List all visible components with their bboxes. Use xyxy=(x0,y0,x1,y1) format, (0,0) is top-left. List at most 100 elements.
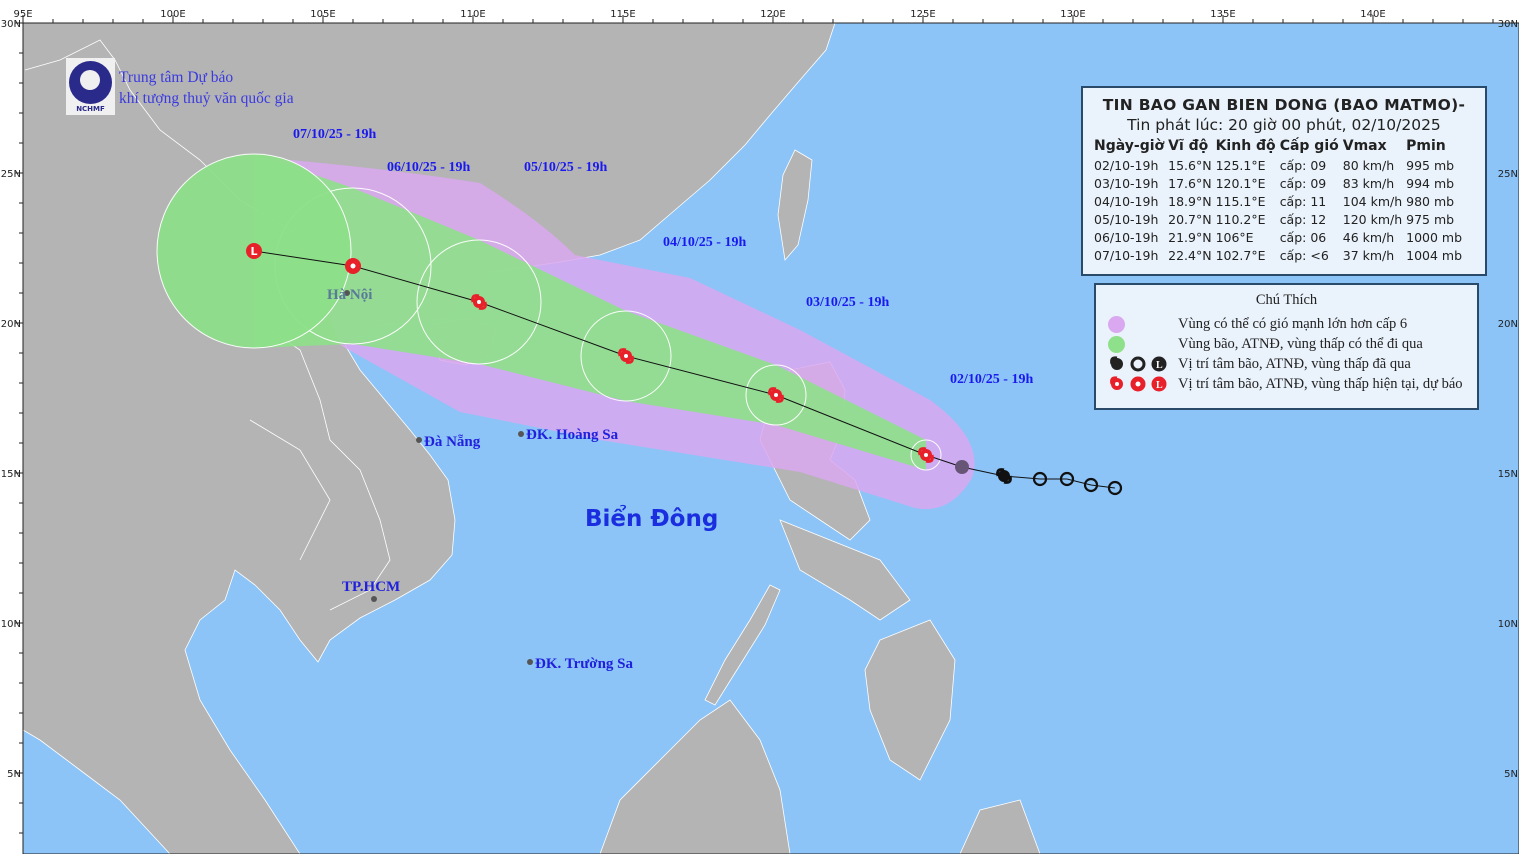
table-cell: 22.4°N xyxy=(1168,247,1212,263)
org-line-1: Trung tâm Dự báo xyxy=(119,69,234,86)
lat-tick-label-right: 25N xyxy=(1498,169,1518,180)
lon-tick-label: 135E xyxy=(1210,9,1235,20)
lat-tick-label-left: 20N xyxy=(1,319,21,330)
forecast-radius-circle xyxy=(910,439,942,471)
lat-tick-label-left: 10N xyxy=(1,619,21,630)
lon-tick-label: 120E xyxy=(760,9,785,20)
column-header: Pmin xyxy=(1406,138,1446,154)
taiwan-island xyxy=(777,149,813,261)
table-cell: 15.6°N xyxy=(1168,157,1212,173)
current-symbols-icon: L xyxy=(1110,376,1167,392)
table-row: 02/10-19h 15.6°N 125.1°E cấp: 09 80 km/h 995 … xyxy=(1092,156,1464,174)
past-position-icon xyxy=(1083,477,1099,493)
forecast-time-label: 06/10/25 - 19h xyxy=(387,160,470,175)
table-cell: 980 mb xyxy=(1406,193,1455,209)
table-cell: 46 km/h xyxy=(1342,229,1395,245)
table-cell: 03/10-19h xyxy=(1094,175,1159,191)
org-name: Trung tâm Dự báo khí tượng thuỷ văn quốc… xyxy=(119,67,294,109)
table-cell: 994 mb xyxy=(1406,175,1455,191)
table-row: 07/10-19h 22.4°N 102.7°E cấp: <6 37 km/h 1004… xyxy=(1092,246,1464,264)
table-cell: cấp: <6 xyxy=(1279,247,1329,263)
visayas-islands xyxy=(779,519,911,621)
lon-tick-label: 115E xyxy=(610,9,635,20)
table-cell: cấp: 12 xyxy=(1279,211,1327,227)
lon-tick-label: 95E xyxy=(13,9,32,20)
past-position-icon xyxy=(1107,480,1123,496)
lon-tick-label: 105E xyxy=(310,9,335,20)
forecast-table: Ngày-giờ Vĩ độ Kinh độ Cấp gió Vmax Pmin 02/1… xyxy=(1092,138,1464,264)
svg-text:L: L xyxy=(251,245,258,258)
past-position-icon xyxy=(955,460,969,474)
table-cell: cấp: 09 xyxy=(1279,157,1327,173)
lon-tick-label: 125E xyxy=(910,9,935,20)
table-cell: 975 mb xyxy=(1406,211,1455,227)
forecast-time-label: 03/10/25 - 19h xyxy=(806,295,889,310)
place-label: Hà Nội xyxy=(327,287,372,303)
table-cell: cấp: 09 xyxy=(1279,175,1327,191)
table-cell: 120.1°E xyxy=(1215,175,1266,191)
table-cell: cấp: 06 xyxy=(1279,229,1327,245)
table-cell: 21.9°N xyxy=(1168,229,1212,245)
place-label: ĐK. Trường Sa xyxy=(535,656,634,672)
forecast-position-icon xyxy=(918,447,934,463)
table-cell: 17.6°N xyxy=(1168,175,1212,191)
table-cell: 110.2°E xyxy=(1215,211,1266,227)
borneo-island xyxy=(599,699,791,854)
track-line xyxy=(253,250,1116,489)
place-marker xyxy=(344,290,350,296)
column-header: Cấp gió xyxy=(1279,138,1339,154)
place-marker xyxy=(518,431,524,437)
nchmf-logo: NCHMF xyxy=(66,58,115,115)
past-position-icon xyxy=(996,468,1012,484)
past-symbols-icon: L xyxy=(1110,356,1167,372)
table-cell: 1004 mb xyxy=(1406,247,1463,263)
table-row: 04/10-19h 18.9°N 115.1°E cấp: 11 104 km/h 980… xyxy=(1092,192,1464,210)
lat-tick-label-right: 30N xyxy=(1498,19,1518,30)
forecast-radius-circle xyxy=(580,310,672,402)
map-frame: 95E 100E 105E 110E 115E 120E 125E 130E 135E 140E 3… xyxy=(1,9,1519,854)
table-row: 03/10-19h 17.6°N 120.1°E cấp: 09 83 km/h 994 … xyxy=(1092,174,1464,192)
table-cell: 120 km/h xyxy=(1342,211,1403,227)
lat-tick-label-right: 20N xyxy=(1498,319,1518,330)
forecast-position-icon xyxy=(618,348,634,364)
place-label: Đà Nẵng xyxy=(424,434,481,450)
table-cell: 1000 mb xyxy=(1406,229,1463,245)
table-row: 06/10-19h 21.9°N 106°E cấp: 06 46 km/h 1000 m… xyxy=(1092,228,1464,246)
org-line-2: khí tượng thuỷ văn quốc gia xyxy=(119,90,294,107)
table-cell: 106°E xyxy=(1215,229,1254,245)
table-cell: 102.7°E xyxy=(1215,247,1266,263)
table-cell: 20.7°N xyxy=(1168,211,1212,227)
table-cell: 18.9°N xyxy=(1168,193,1212,209)
lat-tick-label-left: 5N xyxy=(7,769,21,780)
column-header: Ngày-giờ xyxy=(1094,138,1165,154)
lat-tick-label-right: 15N xyxy=(1498,469,1518,480)
lat-tick-label-left: 15N xyxy=(1,469,21,480)
lat-tick-label-left: 30N xyxy=(1,19,21,30)
forecast-time-label: 04/10/25 - 19h xyxy=(663,235,746,250)
lat-tick-label-right: 5N xyxy=(1504,769,1518,780)
table-cell: 07/10-19h xyxy=(1094,247,1159,263)
place-label: ĐK. Hoàng Sa xyxy=(526,427,619,443)
legend-title: Chú Thích xyxy=(1255,292,1318,308)
table-cell: 06/10-19h xyxy=(1094,229,1159,245)
lon-tick-label: 130E xyxy=(1060,9,1085,20)
place-marker xyxy=(371,596,377,602)
table-cell: 995 mb xyxy=(1406,157,1455,173)
lat-tick-label-right: 10N xyxy=(1498,619,1518,630)
table-cell: 104 km/h xyxy=(1342,193,1403,209)
sea-label: Biển Đông xyxy=(585,504,718,532)
past-position-icon xyxy=(1032,471,1048,487)
lon-tick-label: 140E xyxy=(1360,9,1385,20)
place-marker xyxy=(527,659,533,665)
green-dot-icon xyxy=(1108,335,1125,353)
table-cell: 115.1°E xyxy=(1215,193,1266,209)
table-cell: cấp: 11 xyxy=(1279,193,1327,209)
legend-item-track-zone: Vùng bão, ATNĐ, vùng thấp có thể đi qua xyxy=(1108,334,1423,354)
column-header: Kinh độ xyxy=(1215,138,1276,154)
place-marker xyxy=(416,437,422,443)
column-header: Vmax xyxy=(1342,138,1387,154)
sulawesi-island xyxy=(959,799,1041,854)
table-cell: 04/10-19h xyxy=(1094,193,1159,209)
forecast-position-icon: L xyxy=(246,243,262,259)
forecast-position-icon xyxy=(768,387,784,403)
